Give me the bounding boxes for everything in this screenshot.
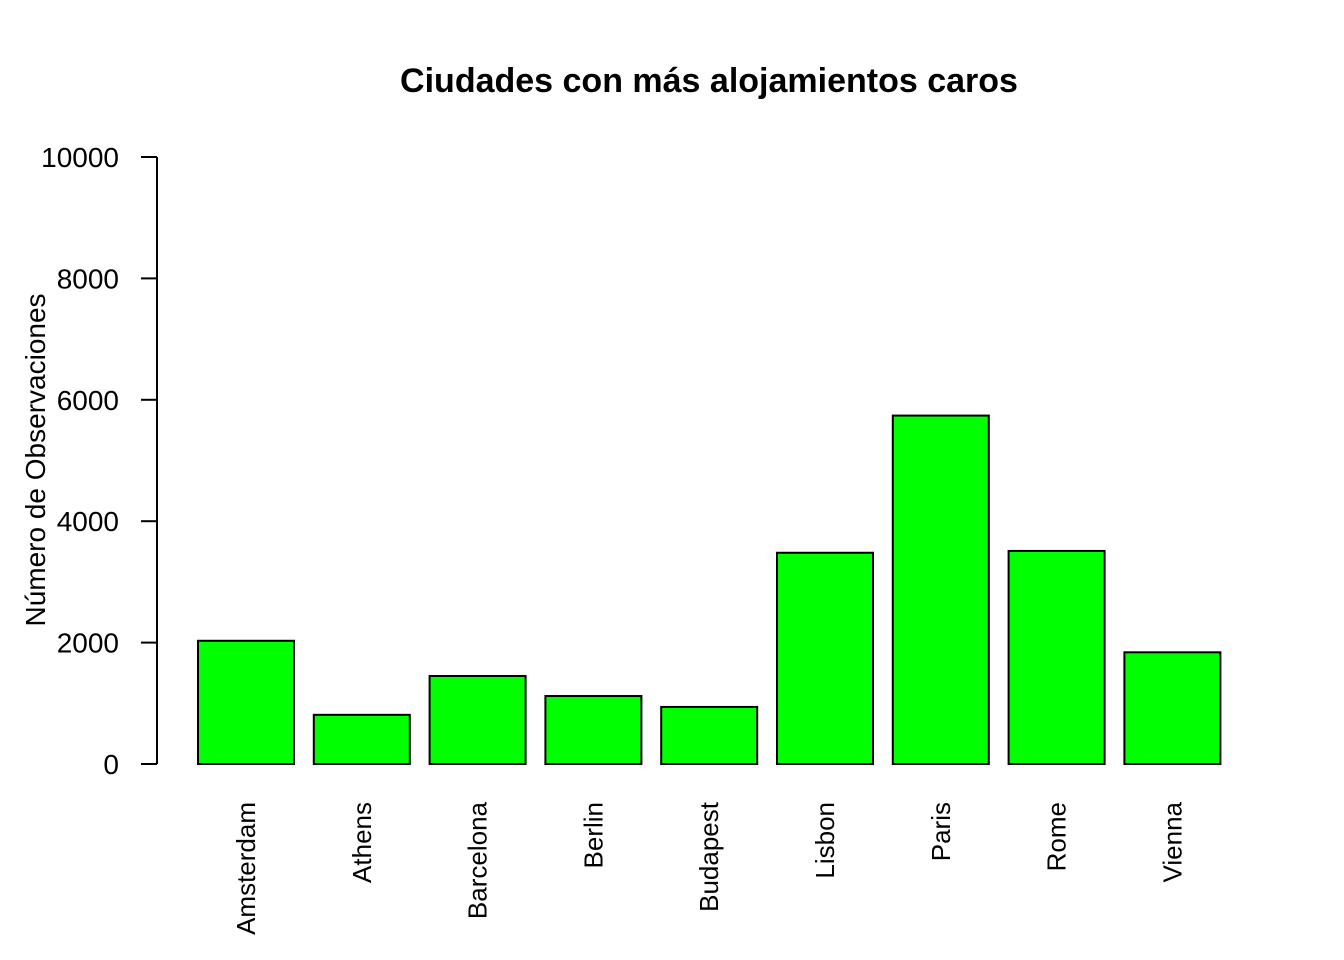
x-tick-label: Lisbon [810, 802, 840, 879]
y-tick-label: 2000 [57, 628, 119, 659]
y-axis: 0 2000 4000 6000 8000 10000 [41, 142, 158, 780]
bar-amsterdam [197, 639, 295, 765]
bar-lisbon [776, 551, 874, 765]
x-tick-label: Barcelona [463, 801, 493, 919]
bar-rome [1007, 549, 1106, 765]
y-tick-label: 0 [103, 749, 119, 780]
bar-budapest [660, 705, 759, 766]
bar-paris [891, 414, 990, 765]
bars [197, 414, 1222, 766]
bar-vienna [1123, 651, 1222, 766]
y-tick-label: 8000 [57, 263, 119, 294]
chart-title: Ciudades con más alojamientos caros [400, 62, 1018, 100]
x-tick-label: Berlin [578, 802, 608, 868]
x-tick-label: Amsterdam [231, 802, 261, 935]
y-tick-label: 10000 [41, 142, 119, 173]
x-tick-label: Vienna [1157, 801, 1187, 882]
y-tick-label: 4000 [57, 506, 119, 537]
y-axis-label: Número de Observaciones [20, 293, 51, 626]
x-axis-labels: Amsterdam Athens Barcelona Berlin Budapest Li… [231, 801, 1187, 935]
bar-berlin [544, 695, 643, 765]
x-tick-label: Paris [926, 802, 956, 861]
x-tick-label: Budapest [694, 801, 724, 912]
x-tick-label: Rome [1042, 802, 1072, 871]
bar-athens [312, 713, 411, 766]
x-tick-label: Athens [347, 802, 377, 883]
bar-barcelona [428, 674, 527, 765]
y-tick-label: 6000 [57, 385, 119, 416]
